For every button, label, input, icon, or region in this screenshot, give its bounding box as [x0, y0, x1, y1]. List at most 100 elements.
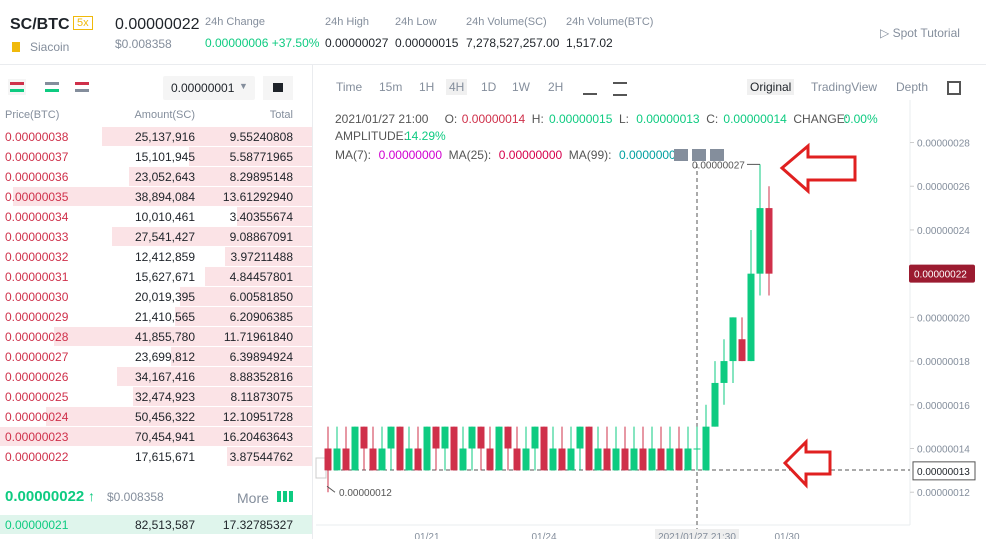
book-price[interactable]: 0.00000036	[5, 170, 69, 184]
candle	[765, 186, 773, 296]
book-amount[interactable]: 20,019,395	[134, 290, 195, 304]
book-price[interactable]: 0.00000026	[5, 370, 69, 384]
book-price[interactable]: 0.00000033	[5, 230, 69, 244]
book-amount[interactable]: 34,167,416	[134, 370, 195, 384]
book-price[interactable]: 0.00000037	[5, 150, 69, 164]
candle	[720, 339, 728, 405]
interval[interactable]: 1D	[481, 80, 497, 94]
candle	[540, 426, 548, 471]
book-total[interactable]: 8.11873075	[230, 390, 293, 404]
view[interactable]: Depth	[896, 80, 929, 94]
book-total[interactable]: 9.08867091	[229, 230, 293, 244]
interval[interactable]: Time	[336, 80, 363, 94]
candle-body	[747, 273, 755, 362]
book-total[interactable]: 9.55240808	[229, 130, 293, 144]
book-amount[interactable]: 23,699,812	[134, 350, 195, 364]
book-amount[interactable]: 12,412,859	[134, 250, 195, 264]
book-amount[interactable]: 41,855,780	[134, 330, 195, 344]
view[interactable]: Original	[747, 79, 795, 95]
interval[interactable]: 4H	[446, 79, 468, 95]
book-amount[interactable]: 25,137,916	[134, 130, 195, 144]
book-price[interactable]: 0.00000032	[5, 250, 69, 264]
book-price[interactable]: 0.00000024	[5, 410, 69, 424]
book-total[interactable]: 6.20906385	[229, 310, 293, 324]
book-price[interactable]: 0.00000028	[5, 330, 69, 344]
tutorial[interactable]: ▷ Spot Tutorial	[880, 26, 960, 40]
book-price[interactable]: 0.00000025	[5, 390, 69, 404]
candle	[486, 426, 494, 471]
book-amount[interactable]: 21,410,565	[134, 310, 195, 324]
book-amount[interactable]: 27,541,427	[134, 230, 195, 244]
book-total[interactable]: 3.97211488	[230, 250, 293, 264]
interval[interactable]: 2H	[548, 80, 564, 94]
candle	[396, 426, 404, 471]
interval[interactable]: 15m	[379, 80, 403, 94]
book-mode-icons[interactable]	[8, 79, 98, 95]
view[interactable]: TradingView	[811, 80, 878, 94]
book-total[interactable]: 5.58771965	[229, 150, 293, 164]
book-price[interactable]: 0.00000035	[5, 190, 69, 204]
interval[interactable]: 1H	[419, 80, 435, 94]
book-total[interactable]: 16.20463643	[222, 430, 293, 444]
book-amount[interactable]: 70,454,941	[134, 430, 195, 444]
book-total[interactable]: 11.71961840	[223, 330, 293, 344]
book-total[interactable]: 6.39894924	[229, 350, 293, 364]
info-text: 0.00000015	[549, 112, 613, 126]
info-text: 0.00000000	[378, 148, 442, 162]
book-price[interactable]: 0.00000027	[5, 350, 69, 364]
interval[interactable]: 1W	[512, 80, 530, 94]
depth-bar	[205, 267, 312, 286]
book-price[interactable]: 0.00000023	[5, 430, 69, 444]
book-total[interactable]: 3.40355674	[229, 210, 293, 224]
coin-icon	[12, 42, 20, 52]
book-price[interactable]: 0.00000022	[5, 450, 69, 464]
draw-icon[interactable]	[583, 81, 597, 95]
book-price[interactable]: 0.00000021	[5, 518, 69, 532]
book-total[interactable]: 13.61292940	[222, 190, 293, 204]
book-total[interactable]: 8.88352816	[229, 370, 293, 384]
book-price[interactable]: 0.00000029	[5, 310, 69, 324]
candle	[351, 426, 359, 471]
candle-body	[360, 426, 368, 449]
candle	[567, 426, 575, 471]
candle	[468, 426, 476, 471]
book-amount[interactable]: 82,513,587	[134, 518, 195, 532]
book-price[interactable]: 0.00000038	[5, 130, 69, 144]
book-amount[interactable]: 50,456,322	[134, 410, 195, 424]
book-price[interactable]: 0.00000030	[5, 290, 69, 304]
precision[interactable]: 0.00000001	[171, 81, 235, 95]
ma-icons[interactable]	[674, 149, 724, 161]
x-tick-label: 2021/01/27 21:30	[658, 532, 736, 539]
candle	[423, 426, 431, 471]
fullscreen-icon[interactable]	[947, 81, 961, 95]
book-amount[interactable]: 17,615,671	[134, 450, 195, 464]
book-price[interactable]: 0.00000034	[5, 210, 69, 224]
book-total[interactable]: 8.29895148	[229, 170, 293, 184]
more[interactable]: More	[237, 490, 269, 506]
book-amount[interactable]: 15,101,945	[134, 150, 195, 164]
leverage[interactable]: 5x	[73, 16, 93, 30]
info-text: MA(25):	[448, 148, 492, 162]
coin-name[interactable]: Siacoin	[30, 40, 70, 54]
book-total[interactable]: 6.00581850	[229, 290, 293, 304]
candle-body	[513, 448, 521, 471]
signal-icon	[277, 491, 293, 502]
book-amount[interactable]: 23,052,643	[134, 170, 195, 184]
candle	[693, 426, 701, 471]
book-total[interactable]: 4.84457801	[229, 270, 293, 284]
book-amount[interactable]: 38,894,084	[134, 190, 195, 204]
depth-bar	[171, 347, 312, 366]
precision-select[interactable]: 0.00000001 ▼	[163, 76, 255, 100]
more-button[interactable]	[263, 76, 293, 100]
candle-body	[576, 426, 584, 449]
book-amount[interactable]: 15,627,671	[134, 270, 195, 284]
book-total[interactable]: 3.87544762	[229, 450, 293, 464]
book-total[interactable]: 12.10951728	[222, 410, 293, 424]
settings-icon[interactable]	[613, 82, 627, 96]
candle-body	[549, 448, 557, 471]
tutorial-text[interactable]: Spot Tutorial	[892, 26, 960, 40]
book-amount[interactable]: 10,010,461	[134, 210, 195, 224]
book-total[interactable]: 17.32785327	[222, 518, 293, 532]
book-price[interactable]: 0.00000031	[5, 270, 69, 284]
book-amount[interactable]: 32,474,923	[134, 390, 195, 404]
